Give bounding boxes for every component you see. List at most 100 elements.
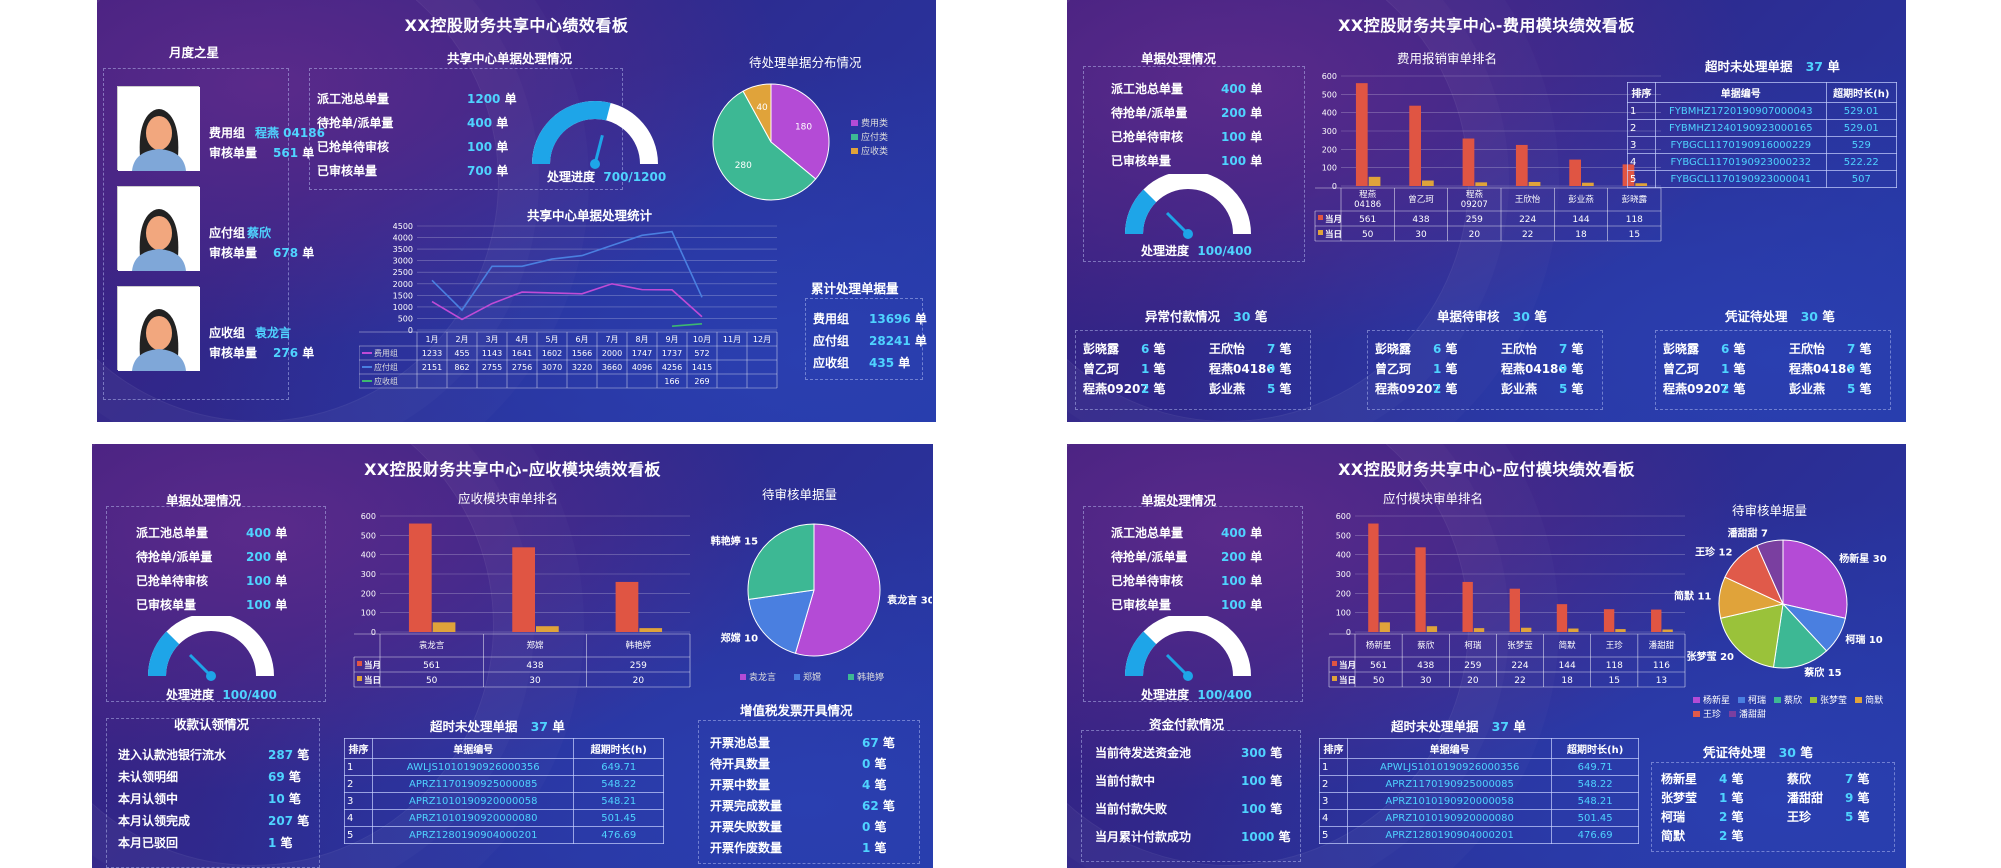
value-unit: 笔: [1266, 774, 1283, 788]
cell-value: 1143: [482, 349, 502, 358]
count-number: 2: [1433, 382, 1442, 396]
pie-slice: [747, 523, 815, 600]
legend-label: 应收类: [861, 145, 888, 157]
row-value: 100 单: [1221, 572, 1262, 589]
legend-swatch: [357, 676, 362, 681]
y-tick-label: 3000: [393, 257, 413, 266]
value-unit: 单: [1246, 130, 1263, 144]
count-number: 7: [1847, 342, 1856, 356]
count-number: 9: [1267, 362, 1276, 376]
row-label: 已抢单待审核: [1111, 574, 1184, 588]
card-panel: [1075, 330, 1311, 410]
star-group: 应付组: [209, 226, 246, 240]
table-cell: 529.01: [1825, 119, 1898, 137]
row-value: 1 笔: [862, 839, 887, 856]
table-cell: APRZ1280190904000201: [371, 826, 575, 844]
table-cell: 548.21: [573, 792, 664, 810]
progress-gauge: [1125, 174, 1251, 239]
cell-value: 1233: [422, 349, 442, 358]
row-value: 100 单: [246, 572, 287, 589]
row-name: 费用组: [374, 348, 398, 358]
value-number: 300: [1241, 746, 1267, 760]
legend-swatch: [1693, 711, 1700, 717]
row-value: 13696 单: [869, 310, 927, 327]
legend-item: 潘甜甜: [1729, 708, 1766, 722]
table-cell: APRZ1010190920000080: [371, 809, 575, 827]
row-label: 开票作废数量: [710, 841, 783, 855]
value-unit: 笔: [870, 820, 887, 834]
y-tick-label: 100: [361, 609, 376, 618]
person-name: 王欣怡: [1209, 342, 1246, 356]
legend-label: 郑嫦: [803, 671, 821, 683]
table-row: 1 APWLJS1010190926000356 649.71: [1319, 758, 1639, 776]
row-label: 已审核单量: [317, 164, 378, 178]
count-number: 7: [1559, 342, 1568, 356]
value-number: 100: [246, 574, 272, 588]
y-tick-label: 200: [1322, 145, 1337, 154]
person-count: 9 笔: [1559, 360, 1584, 377]
legend-label: 应付类: [861, 131, 888, 143]
y-tick-label: 300: [361, 570, 376, 579]
page-title: XX控股财务共享中心-应付模块绩效看板: [1338, 460, 1635, 479]
row-label: 已审核单量: [1111, 154, 1172, 168]
month-value: 561: [1370, 661, 1387, 671]
person-count: 7 笔: [1847, 340, 1872, 357]
value-unit: 单: [271, 526, 288, 540]
count-number: 6: [1433, 342, 1442, 356]
day-value: 30: [1415, 230, 1427, 240]
pie-slice: [1756, 539, 1784, 605]
bar-day: [1426, 626, 1438, 632]
rank-bar-chart: 600 500 400 300 200 100 0 杨新星 561 50 蔡欣 438 30 柯瑞 259 2…: [1328, 512, 1686, 688]
gauge-hub: [1183, 229, 1193, 239]
value-unit: 单: [1246, 598, 1263, 612]
pay-header: 资金付款情况: [1149, 717, 1225, 732]
gauge-fill: [148, 631, 180, 677]
value-unit: 单: [1246, 154, 1263, 168]
row-label: 开票池总量: [710, 736, 771, 750]
legend-label: 当日: [1325, 229, 1342, 240]
row-value: 400 单: [1221, 80, 1262, 97]
legend-swatch: [740, 674, 746, 680]
pay-panel: [1081, 730, 1301, 862]
avatar: [117, 286, 200, 371]
table-cell: 4: [1319, 809, 1348, 827]
legend-item: 王珍: [1693, 708, 1721, 722]
table-cell: 548.22: [1551, 775, 1639, 793]
person-name: 王欣怡: [1789, 342, 1826, 356]
star-header: 月度之星: [169, 45, 220, 60]
value-number: 200: [1221, 106, 1247, 120]
series-line: [431, 230, 703, 312]
value-number: 207: [268, 814, 294, 828]
table-cell: 522.22: [1825, 153, 1898, 171]
y-tick-label: 400: [1322, 109, 1337, 118]
day-value: 20: [1467, 676, 1479, 686]
row-value: 69 笔: [268, 768, 301, 785]
category-label: 程燕: [1359, 189, 1377, 200]
star-group: 费用组: [209, 126, 246, 140]
voucher-panel: [1651, 762, 1895, 852]
person-name: 程燕04186: [1501, 362, 1567, 376]
count-number: 6: [1141, 342, 1150, 356]
table-cell: 649.71: [573, 758, 664, 776]
bar-month: [1409, 105, 1421, 186]
pie-slice-label: 韩艳婷 15: [711, 535, 758, 548]
value-number: 1000: [1241, 830, 1275, 844]
legend-item: 柯瑞: [1738, 694, 1766, 708]
gauge-hub: [206, 671, 216, 681]
person-name: 彭晓露: [1375, 342, 1412, 356]
person-name: 曾乙珂: [1083, 362, 1120, 376]
y-tick-label: 500: [1336, 531, 1351, 540]
month-value: 259: [1464, 661, 1481, 671]
person-name: 程燕09207: [1375, 382, 1441, 396]
pie-slice: [794, 523, 881, 657]
category-label: 曾乙珂: [1408, 194, 1434, 205]
legend-label: 潘甜甜: [1739, 710, 1767, 720]
value-number: 1200: [467, 92, 501, 106]
category-label: 简默: [1559, 640, 1577, 651]
count-unit: 笔: [1733, 362, 1746, 376]
value-number: 200: [246, 550, 272, 564]
y-tick-label: 100: [1322, 164, 1337, 173]
person-name: 彭晓露: [1083, 342, 1120, 356]
value-number: 400: [1221, 82, 1247, 96]
overdue-header: 超时未处理单据 37 单: [1705, 59, 1840, 74]
